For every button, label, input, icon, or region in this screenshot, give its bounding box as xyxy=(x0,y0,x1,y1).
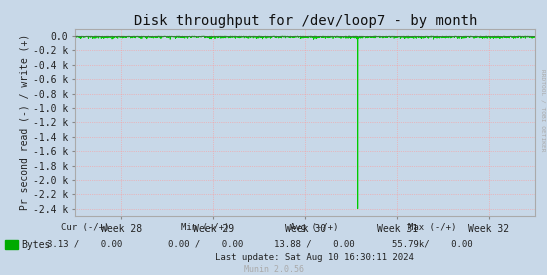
Text: 3.13 /    0.00: 3.13 / 0.00 xyxy=(47,239,123,248)
Text: 55.79k/    0.00: 55.79k/ 0.00 xyxy=(392,239,473,248)
Text: Munin 2.0.56: Munin 2.0.56 xyxy=(243,265,304,274)
Text: Max (-/+): Max (-/+) xyxy=(408,223,456,232)
Text: 0.00 /    0.00: 0.00 / 0.00 xyxy=(167,239,243,248)
Text: Min (-/+): Min (-/+) xyxy=(181,223,229,232)
Text: Cur (-/+): Cur (-/+) xyxy=(61,223,109,232)
Text: Avg (-/+): Avg (-/+) xyxy=(290,223,339,232)
Y-axis label: Pr second read (-) / write (+): Pr second read (-) / write (+) xyxy=(20,34,30,210)
Text: RRDTOOL / TOBI OETIKER: RRDTOOL / TOBI OETIKER xyxy=(541,69,546,151)
Text: Last update: Sat Aug 10 16:30:11 2024: Last update: Sat Aug 10 16:30:11 2024 xyxy=(215,253,414,262)
Title: Disk throughput for /dev/loop7 - by month: Disk throughput for /dev/loop7 - by mont… xyxy=(133,14,477,28)
Text: Bytes: Bytes xyxy=(21,240,50,250)
Text: 13.88 /    0.00: 13.88 / 0.00 xyxy=(274,239,355,248)
